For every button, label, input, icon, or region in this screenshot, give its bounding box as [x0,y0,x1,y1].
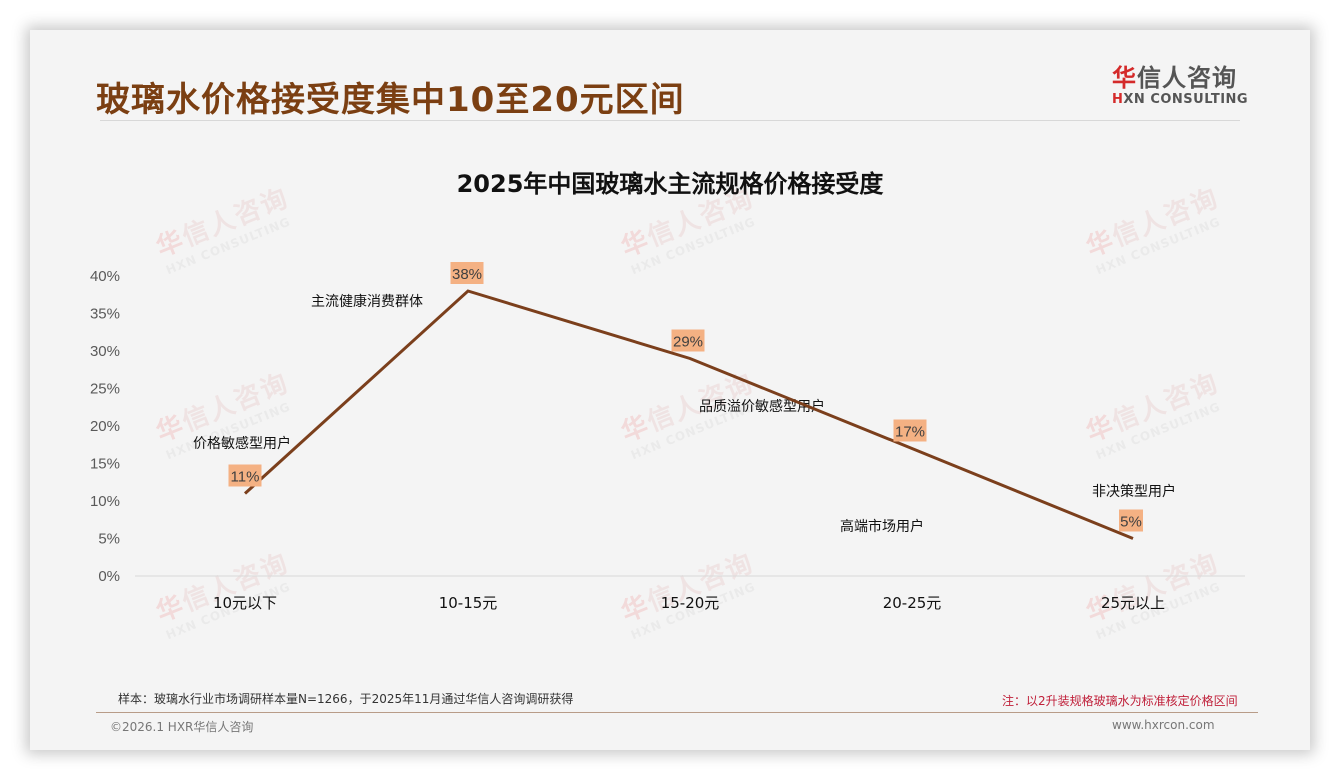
data-label: 11% [231,469,260,486]
spec-note: 注：以2升装规格玻璃水为标准核定价格区间 [1002,694,1238,708]
website: www.hxrcon.com [1112,718,1215,732]
sample-note: 样本：玻璃水行业市场调研样本量N=1266，于2025年11月通过华信人咨询调研… [118,692,574,706]
data-label-bg [671,329,705,352]
y-tick-label: 0% [98,568,120,585]
data-label-bg [893,419,927,442]
page-title: 玻璃水价格接受度集中10至20元区间 [96,80,685,120]
y-tick-label: 10% [90,493,120,510]
copyright: ©2026.1 HXR华信人咨询 [110,720,254,734]
segment-annotation: 高端市场用户 [840,518,924,535]
data-label-bg [1119,509,1143,532]
slide: 玻璃水价格接受度集中10至20元区间 华信人咨询 HXN CONSULTING … [30,30,1310,750]
y-tick-label: 30% [90,343,120,360]
segment-annotation: 价格敏感型用户 [193,435,291,452]
data-label-bg [228,464,262,487]
logo-cn-red: 华 [1112,64,1137,92]
x-tick-label: 20-25元 [883,594,942,612]
data-label: 29% [673,334,703,351]
chart-title: 2025年中国玻璃水主流规格价格接受度 [456,170,884,198]
data-label: 5% [1120,514,1142,531]
data-label-bg [450,262,484,284]
x-tick-label: 25元以上 [1101,594,1165,612]
logo-en-text: XN CONSULTING [1123,92,1249,107]
segment-annotation: 品质溢价敏感型用户 [699,398,825,415]
logo-cn-text: 信人咨询 [1137,64,1237,92]
series-line [243,289,1134,540]
segment-annotation: 主流健康消费群体 [311,293,423,310]
x-tick-label: 15-20元 [661,594,720,612]
company-logo: 华信人咨询 HXN CONSULTING [1112,64,1248,107]
x-tick-label: 10元以下 [213,594,277,612]
x-tick-label: 10-15元 [439,594,498,612]
logo-en-red: H [1112,92,1124,107]
title-divider [100,120,1240,121]
y-tick-label: 35% [90,306,120,323]
y-tick-label: 25% [90,381,120,398]
data-label: 17% [895,424,925,441]
y-tick-label: 15% [90,456,120,473]
y-tick-label: 40% [90,268,120,285]
data-label: 38% [452,266,482,283]
y-tick-label: 20% [90,418,120,435]
line-chart: 0% 5% 10% 15% 20% 25% 30% 35% 40% 10元以下 10-15元 15-2… [90,262,1245,612]
y-tick-label: 5% [98,531,120,548]
footer-divider [96,712,1258,713]
segment-annotation: 非决策型用户 [1092,483,1176,500]
